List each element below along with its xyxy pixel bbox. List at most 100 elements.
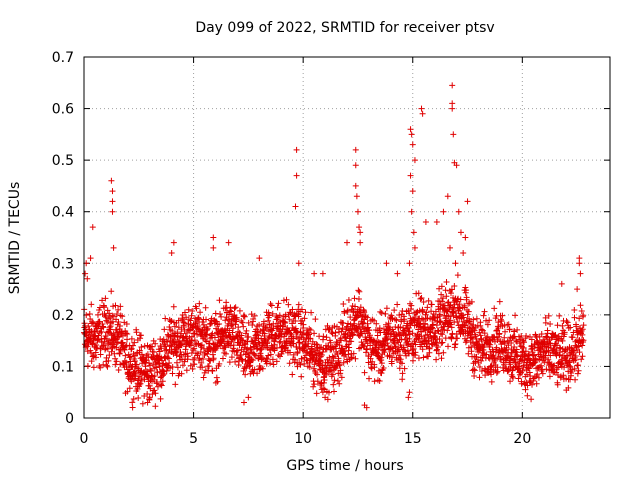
data-point bbox=[207, 357, 214, 364]
chart-title: Day 099 of 2022, SRMTID for receiver pts… bbox=[195, 20, 494, 36]
data-point bbox=[271, 341, 278, 348]
data-point bbox=[352, 162, 359, 169]
data-point bbox=[350, 307, 357, 314]
data-point bbox=[302, 352, 309, 359]
data-point bbox=[210, 355, 217, 362]
data-point bbox=[353, 313, 360, 320]
data-point bbox=[575, 367, 582, 374]
data-point bbox=[210, 234, 217, 241]
data-point bbox=[265, 352, 272, 359]
data-point bbox=[567, 376, 574, 383]
data-point bbox=[138, 332, 145, 339]
data-point bbox=[451, 283, 458, 290]
data-point bbox=[471, 367, 478, 374]
data-point bbox=[392, 343, 399, 350]
data-point bbox=[108, 288, 115, 295]
data-point bbox=[406, 389, 413, 396]
data-point bbox=[133, 329, 140, 336]
data-point bbox=[257, 345, 264, 352]
data-point bbox=[412, 341, 419, 348]
data-point bbox=[419, 308, 426, 315]
data-point bbox=[175, 317, 182, 324]
data-point bbox=[292, 203, 299, 210]
data-point bbox=[457, 296, 464, 303]
data-point bbox=[422, 321, 429, 328]
data-point bbox=[106, 352, 113, 359]
data-point bbox=[445, 343, 452, 350]
data-point bbox=[417, 295, 424, 302]
data-point bbox=[334, 377, 341, 384]
data-point bbox=[108, 177, 115, 184]
data-point bbox=[200, 345, 207, 352]
data-point bbox=[542, 319, 549, 326]
y-tick-label: 0.4 bbox=[52, 205, 74, 221]
data-point bbox=[306, 325, 313, 332]
data-point bbox=[130, 376, 137, 383]
data-point bbox=[87, 255, 94, 262]
data-point bbox=[506, 326, 513, 333]
data-point bbox=[235, 324, 242, 331]
data-point bbox=[486, 317, 493, 324]
data-point bbox=[146, 382, 153, 389]
data-point bbox=[407, 126, 414, 133]
data-point bbox=[452, 341, 459, 348]
data-point bbox=[397, 324, 404, 331]
data-point bbox=[232, 321, 239, 328]
data-point bbox=[468, 348, 475, 355]
data-point bbox=[218, 313, 225, 320]
data-point bbox=[435, 350, 442, 357]
data-point bbox=[514, 326, 521, 333]
data-point bbox=[178, 370, 185, 377]
data-point bbox=[447, 244, 454, 251]
data-point bbox=[309, 348, 316, 355]
data-point bbox=[213, 374, 220, 381]
data-point bbox=[529, 351, 536, 358]
data-point bbox=[453, 162, 460, 169]
data-point bbox=[554, 371, 561, 378]
data-point bbox=[169, 370, 176, 377]
data-point bbox=[89, 224, 96, 231]
data-point bbox=[256, 321, 263, 328]
data-point bbox=[447, 290, 454, 297]
data-point bbox=[245, 394, 252, 401]
data-point bbox=[174, 364, 181, 371]
data-point bbox=[196, 355, 203, 362]
data-point bbox=[389, 354, 396, 361]
data-point bbox=[332, 329, 339, 336]
data-point bbox=[84, 363, 91, 370]
data-point bbox=[434, 343, 441, 350]
data-point bbox=[513, 346, 520, 353]
data-point bbox=[355, 287, 362, 294]
data-point bbox=[312, 316, 319, 323]
data-point bbox=[437, 301, 444, 308]
data-point bbox=[305, 340, 312, 347]
data-point bbox=[580, 337, 587, 344]
data-point bbox=[130, 396, 137, 403]
data-point bbox=[385, 343, 392, 350]
data-point bbox=[123, 330, 130, 337]
data-point bbox=[293, 172, 300, 179]
data-point bbox=[577, 270, 584, 277]
data-point bbox=[228, 308, 235, 315]
data-point bbox=[203, 316, 210, 323]
data-point bbox=[575, 362, 582, 369]
data-point bbox=[434, 327, 441, 334]
data-point bbox=[136, 347, 143, 354]
data-point bbox=[189, 333, 196, 340]
y-tick-label: 0.5 bbox=[52, 153, 74, 169]
data-point bbox=[111, 350, 118, 357]
data-point bbox=[292, 318, 299, 325]
data-point bbox=[166, 323, 173, 330]
data-point bbox=[109, 208, 116, 215]
data-point bbox=[234, 347, 241, 354]
data-point bbox=[399, 376, 406, 383]
y-tick-label: 0.6 bbox=[52, 102, 74, 118]
data-point bbox=[401, 365, 408, 372]
data-point bbox=[117, 361, 124, 368]
data-point bbox=[338, 374, 345, 381]
data-point bbox=[463, 337, 470, 344]
data-point bbox=[499, 312, 506, 319]
data-point bbox=[554, 381, 561, 388]
data-point bbox=[162, 343, 169, 350]
data-point bbox=[152, 390, 159, 397]
